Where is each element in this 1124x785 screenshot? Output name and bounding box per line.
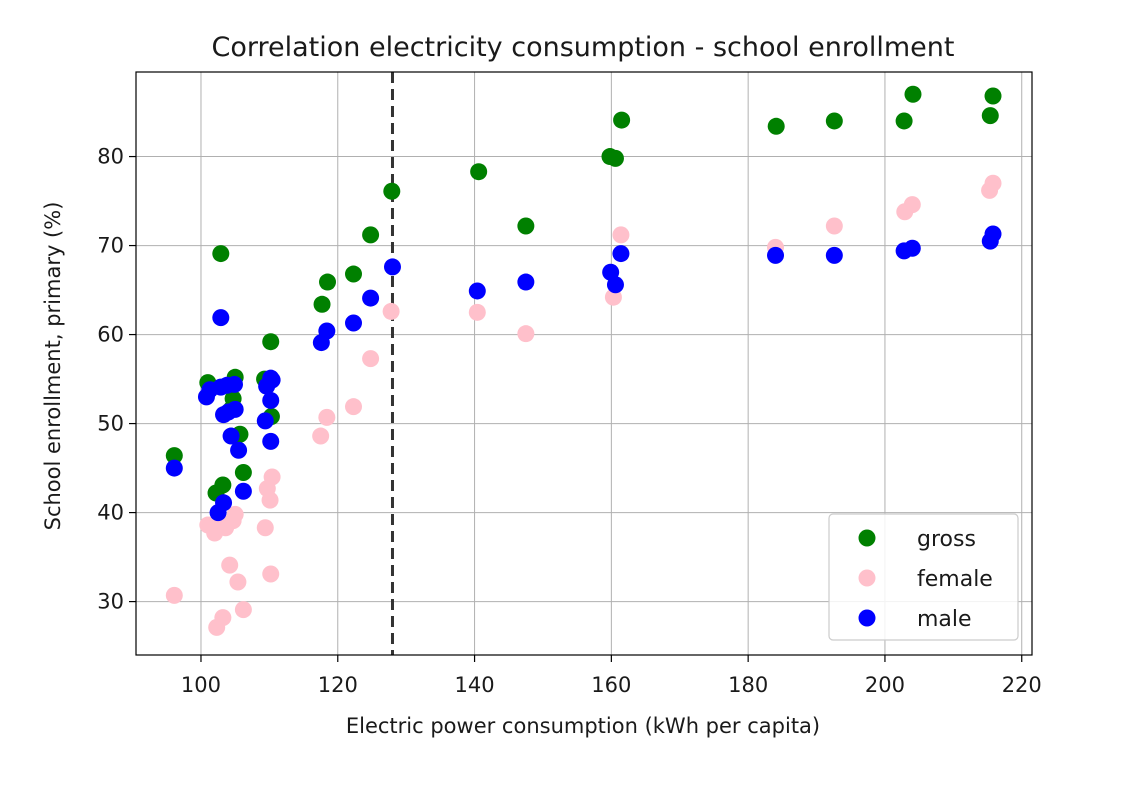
gross-point — [262, 333, 280, 351]
female-point — [318, 408, 336, 426]
series-male — [165, 225, 1002, 522]
female-point — [234, 601, 252, 619]
x-tick-label: 120 — [318, 673, 358, 697]
gross-point — [517, 217, 535, 235]
plot-frame — [135, 71, 1033, 656]
male-point — [468, 282, 486, 300]
x-tick-label: 200 — [865, 673, 905, 697]
male-point — [262, 432, 280, 450]
legend-label-gross: gross — [917, 527, 976, 552]
x-tick-label: 100 — [181, 673, 221, 697]
male-point — [767, 246, 785, 264]
legend: gross female male — [828, 513, 1019, 641]
male-point — [825, 246, 843, 264]
x-tick-label: 140 — [455, 673, 495, 697]
gross-point — [214, 476, 232, 494]
legend-marker-gross — [858, 529, 876, 547]
female-point — [362, 350, 380, 368]
female-point — [165, 586, 183, 604]
male-point — [345, 314, 363, 332]
gross-point — [319, 273, 337, 291]
female-point — [261, 491, 279, 509]
female-point — [604, 288, 622, 306]
female-point — [903, 196, 921, 214]
gross-point — [984, 87, 1002, 105]
gross-point — [904, 85, 922, 103]
male-point — [318, 322, 336, 340]
female-point — [214, 609, 232, 627]
female-point — [382, 302, 400, 320]
female-point — [612, 226, 630, 244]
x-axis-label: Electric power consumption (kWh per capi… — [346, 714, 820, 738]
data-points — [165, 85, 1002, 636]
y-tick-label: 70 — [97, 234, 124, 258]
legend-label-female: female — [917, 567, 993, 592]
gross-point — [345, 265, 363, 283]
gross-point — [383, 182, 401, 200]
male-point — [222, 427, 240, 445]
male-point — [230, 441, 248, 459]
y-axis-label: School enrollment, primary (%) — [41, 202, 65, 531]
female-point — [468, 303, 486, 321]
male-point — [606, 276, 624, 294]
series-female — [165, 174, 1002, 636]
y-tick-label: 80 — [97, 145, 124, 169]
male-point — [383, 258, 401, 276]
male-point — [362, 289, 380, 307]
female-point — [229, 573, 247, 591]
gross-point — [212, 245, 230, 263]
gross-point — [613, 111, 631, 129]
male-point — [262, 369, 280, 387]
female-point — [226, 505, 244, 523]
x-tick-label: 220 — [1002, 673, 1042, 697]
female-point — [263, 468, 281, 486]
male-point — [262, 391, 280, 409]
series-gross — [165, 85, 1002, 502]
female-point — [825, 217, 843, 235]
male-point — [234, 482, 252, 500]
gross-point — [767, 117, 785, 135]
male-point — [212, 309, 230, 327]
male-point — [984, 225, 1002, 243]
x-axis-ticks: 100 120 140 160 180 200 220 — [181, 655, 1042, 697]
male-point — [517, 273, 535, 291]
gross-point — [165, 447, 183, 465]
gross-point — [606, 149, 624, 167]
gross-point — [362, 226, 380, 244]
legend-label-male: male — [917, 607, 972, 632]
gross-point — [313, 295, 331, 313]
male-point — [226, 400, 244, 418]
y-tick-label: 40 — [97, 501, 124, 525]
gross-point — [234, 464, 252, 482]
male-point — [225, 375, 243, 393]
grid-lines — [136, 72, 1032, 655]
legend-marker-female — [858, 569, 876, 587]
legend-box — [828, 513, 1019, 641]
chart-title: Correlation electricity consumption - sc… — [212, 32, 955, 63]
y-tick-label: 30 — [97, 590, 124, 614]
x-tick-label: 180 — [728, 673, 768, 697]
female-point — [262, 565, 280, 583]
gross-point — [825, 112, 843, 130]
y-tick-label: 60 — [97, 323, 124, 347]
female-point — [345, 398, 363, 416]
x-tick-label: 160 — [591, 673, 631, 697]
male-point — [215, 494, 233, 512]
y-axis-ticks: 30 40 50 60 70 80 — [97, 145, 136, 614]
female-point — [517, 325, 535, 343]
gross-point — [470, 163, 488, 181]
gross-point — [895, 112, 913, 130]
female-point — [984, 174, 1002, 192]
female-point — [312, 427, 330, 445]
female-point — [256, 519, 274, 537]
male-point — [256, 412, 274, 430]
male-point — [165, 459, 183, 477]
female-point — [221, 556, 239, 574]
male-point — [612, 245, 630, 263]
legend-marker-male — [858, 609, 876, 627]
gross-point — [981, 107, 999, 125]
male-point — [903, 239, 921, 257]
y-tick-label: 50 — [97, 412, 124, 436]
